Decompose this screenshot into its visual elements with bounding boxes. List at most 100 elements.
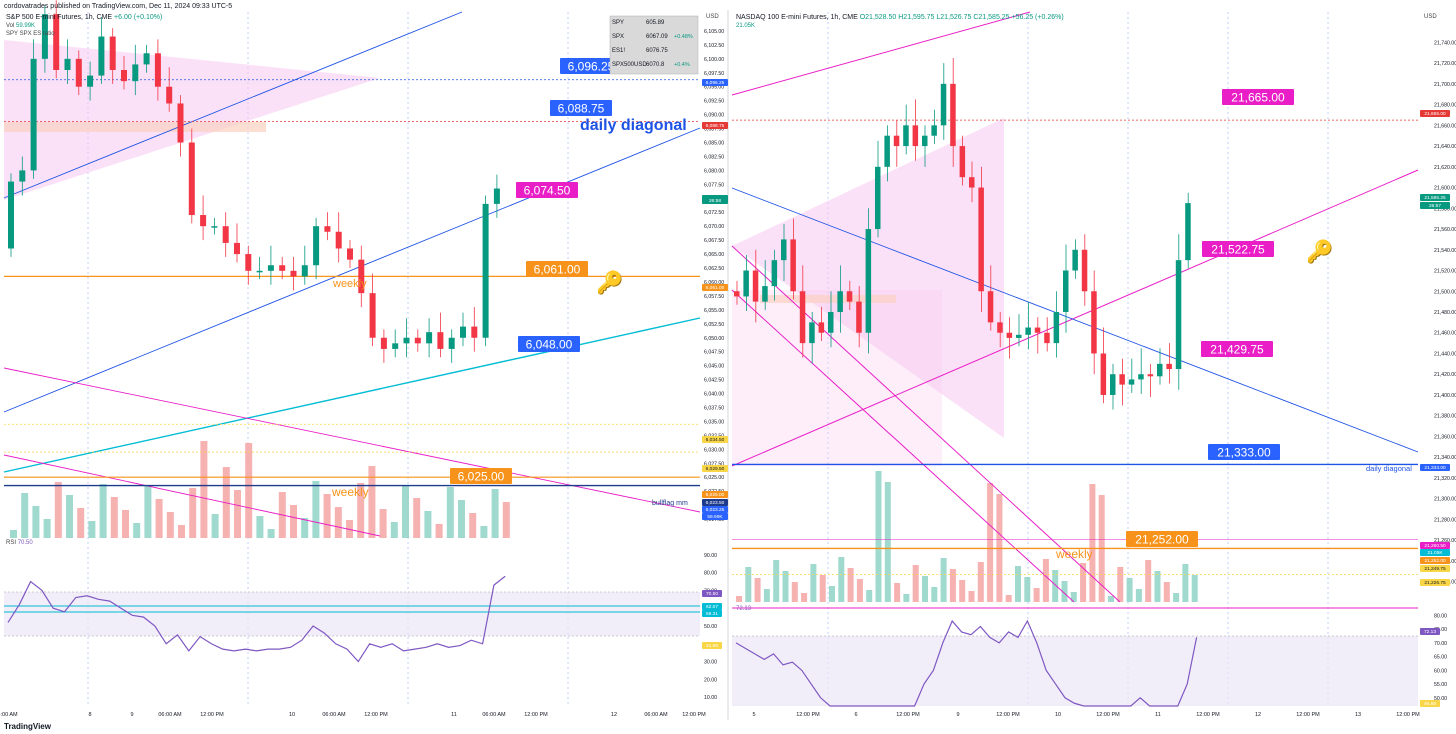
left-annotation-bullflag: bullflag mm <box>652 500 688 507</box>
right-rsi-tick: 50.00 <box>1434 696 1447 702</box>
left-y-tick: 6,092.50 <box>704 99 724 105</box>
left-watch-symbol: ES1! <box>612 48 625 54</box>
right-y-tick: 21,520.00 <box>1434 269 1456 275</box>
right-volume-bar <box>1052 570 1059 602</box>
right-candle-body <box>978 187 984 292</box>
left-candle-body <box>493 188 500 204</box>
right-x-tick: 12:00 PM <box>1296 712 1320 718</box>
right-candle-body <box>828 312 834 333</box>
right-key-icon: 🔑 <box>1306 238 1333 265</box>
left-y-tick: 6,065.00 <box>704 252 724 258</box>
left-x-tick: 12:00 PM <box>200 712 224 718</box>
right-candle-body <box>809 322 815 344</box>
right-volume-bar <box>736 596 742 602</box>
left-candle-body <box>290 270 297 277</box>
right-volume-bar <box>745 567 752 602</box>
right-volume-bar <box>884 482 891 602</box>
left-y-tick: 6,045.00 <box>704 364 724 370</box>
right-level-tag-1-bg <box>1202 241 1274 257</box>
left-volume-bar <box>166 512 174 538</box>
left-candle-body <box>335 231 342 249</box>
right-volume-bar <box>1126 578 1133 602</box>
left-level-tag-0-bg <box>560 58 622 74</box>
right-level-tag-2: 21,429.75 <box>1210 342 1264 356</box>
left-watch-change: +0.4% <box>674 62 690 68</box>
right-y-tick: 21,660.00 <box>1434 123 1456 129</box>
right-candle-body <box>950 83 956 147</box>
right-y-tick: 21,580.00 <box>1434 206 1456 212</box>
left-x-tick: 12:00 PM <box>682 712 706 718</box>
right-y-tick: 21,300.00 <box>1434 497 1456 503</box>
left-volume-bar <box>155 499 163 538</box>
right-volume-bar <box>931 587 938 602</box>
left-volume-bar <box>290 505 297 538</box>
right-candle-body <box>818 322 825 333</box>
left-watch-symbol: SPX <box>612 34 624 40</box>
left-watch-price: 6067.09 <box>646 34 668 40</box>
right-candle-body <box>893 135 900 147</box>
right-candle-body <box>1128 379 1135 385</box>
publisher-line: cordovatrades published on TradingView.c… <box>4 3 233 10</box>
left-level-tag-4: 6,048.00 <box>526 337 573 351</box>
right-x-tick: 10 <box>1055 712 1061 718</box>
right-candle-body <box>931 125 937 136</box>
left-volume-bar <box>54 482 62 538</box>
left-rsi-band <box>4 592 700 636</box>
left-rsi-tick: 10.00 <box>704 695 717 701</box>
left-candle-body <box>132 64 139 82</box>
right-y-tick: 21,460.00 <box>1434 331 1456 337</box>
right-y-tick: 21,640.00 <box>1434 144 1456 150</box>
right-rsi-band <box>732 636 1418 706</box>
right-title-text: NASDAQ 100 E-mini Futures, 1h, CME <box>736 14 858 21</box>
right-candle-body <box>1006 332 1013 338</box>
left-candle-body <box>267 265 274 271</box>
left-candle-body <box>358 259 365 294</box>
left-y-tick: 6,067.50 <box>704 238 724 244</box>
right-candle-body <box>1100 353 1107 395</box>
right-rsi-tag-1-bg <box>1420 700 1440 707</box>
left-y-tick: 6,052.50 <box>704 322 724 328</box>
right-volume-bar <box>829 586 835 602</box>
right-candle-body <box>1157 363 1163 377</box>
right-volume-bar <box>1108 596 1114 602</box>
right-price-tag-3-bg <box>1420 464 1450 471</box>
right-volume-bar <box>894 583 901 602</box>
left-y-tick: 6,040.00 <box>704 392 724 398</box>
left-y-tick: 6,087.50 <box>704 127 724 133</box>
right-volume-bar <box>791 582 798 602</box>
left-y-tick: 6,080.00 <box>704 168 724 174</box>
right-volume-bar <box>959 580 966 602</box>
right-volume-bar <box>847 568 854 602</box>
left-salmon-zone <box>4 122 266 132</box>
right-candle-body <box>969 177 975 188</box>
right-candle-body <box>1081 249 1088 292</box>
left-level-tag-2-bg <box>516 182 578 198</box>
left-y-tick: 6,082.50 <box>704 154 724 160</box>
right-price-tag-2: 26:57 <box>1429 203 1441 209</box>
right-y-tick: 21,720.00 <box>1434 61 1456 67</box>
right-x-tick: 12:00 PM <box>1196 712 1220 718</box>
right-candle-body <box>743 270 749 297</box>
right-price-tag-2-bg <box>1420 202 1450 209</box>
right-annotation-daily-diagonal: daily diagonal <box>1366 464 1412 473</box>
right-candle-body <box>1119 374 1125 385</box>
left-volume-bar <box>21 493 29 538</box>
left-volume-bar <box>502 502 510 538</box>
left-x-tick: 06:00 AM <box>644 712 668 718</box>
left-volume-bar <box>379 509 387 538</box>
left-y-tick: 6,097.50 <box>704 71 724 77</box>
right-volume-bar <box>1117 567 1124 602</box>
left-volume-bar <box>413 498 421 538</box>
left-y-tick: 6,030.00 <box>704 447 724 453</box>
left-rsi-tag-0: 70.50 <box>706 591 718 597</box>
right-volume-bar <box>940 558 947 602</box>
right-salmon-zone <box>760 295 896 303</box>
right-y-tick: 21,500.00 <box>1434 289 1456 295</box>
right-volume-bar <box>819 575 826 602</box>
right-magenta-down-1 <box>731 245 1121 603</box>
left-volume-value: 59.99K <box>16 23 36 29</box>
right-rsi-tag-0-bg <box>1420 628 1440 635</box>
left-y-tick: 6,050.00 <box>704 336 724 342</box>
right-volume-bar <box>1145 560 1152 602</box>
right-y-tick: 21,420.00 <box>1434 372 1456 378</box>
